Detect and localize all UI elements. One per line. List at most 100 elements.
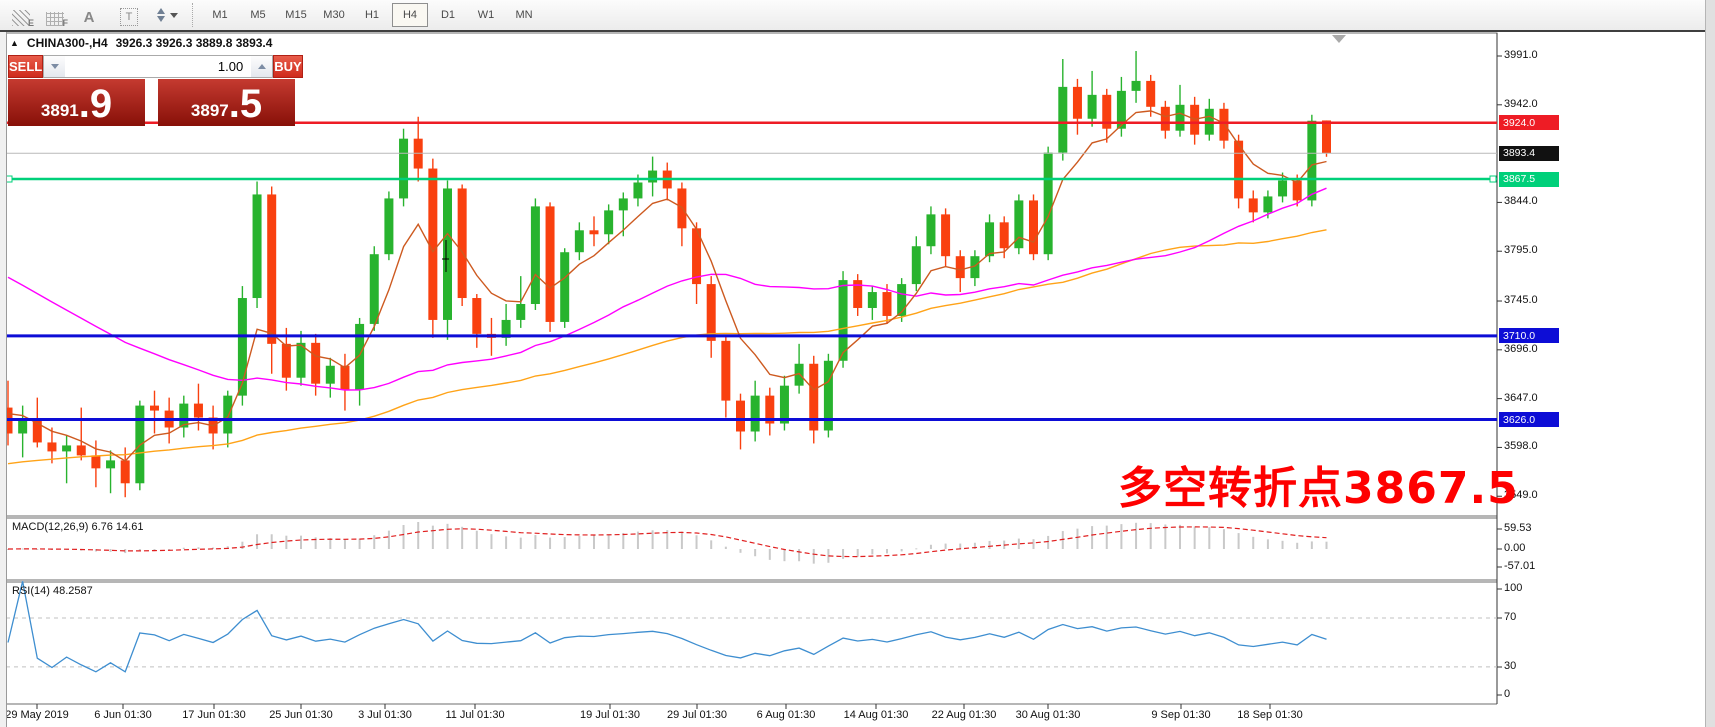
timeframe-button-M1[interactable]: M1 — [212, 9, 228, 21]
indicators-icon[interactable]: E — [8, 4, 34, 28]
symbol-name: CHINA300-,H4 — [26, 36, 108, 50]
candle-body — [926, 214, 936, 247]
dropdown-caret-icon[interactable] — [169, 12, 178, 18]
macd-histogram-bar — [724, 546, 727, 549]
candle-body — [721, 340, 731, 401]
candle-body — [1219, 108, 1229, 141]
candle-body — [369, 254, 379, 324]
timeframe-button-D1[interactable]: D1 — [440, 9, 456, 21]
macd-histogram-bar — [1179, 524, 1181, 549]
volume-increase-button[interactable] — [251, 56, 273, 77]
macd-histogram-bar — [1135, 522, 1138, 549]
candle-body — [985, 222, 995, 257]
candle-body — [1248, 198, 1258, 213]
candle-body — [706, 284, 716, 341]
date-label: 3 Jul 01:30 — [358, 709, 412, 721]
timeframe-button-M15[interactable]: M15 — [285, 9, 307, 21]
macd-histogram-bar — [842, 549, 845, 559]
macd-histogram-bar — [812, 549, 815, 564]
date-label: 29 Jul 01:30 — [667, 709, 727, 721]
candle-body — [62, 445, 72, 452]
price-badge-3626.0: 3626.0 — [1499, 412, 1559, 428]
candle-body — [91, 455, 101, 469]
candle-body — [340, 365, 350, 390]
candle-body — [237, 298, 247, 396]
macd-histogram-bar — [300, 535, 302, 549]
text-box-icon[interactable]: T — [116, 4, 142, 26]
candle-body — [692, 228, 702, 285]
macd-histogram-bar — [256, 534, 259, 549]
moving-average-slow — [7, 229, 1327, 465]
candle-body — [545, 206, 555, 322]
shift-marker-icon[interactable] — [1332, 35, 1346, 43]
sell-price-box[interactable]: 3891.9 — [8, 79, 145, 126]
sort-cycle-icon[interactable] — [154, 4, 180, 26]
buy-button[interactable]: BUY — [273, 55, 303, 78]
timeframe-button-M5[interactable]: M5 — [250, 9, 266, 21]
macd-histogram-bar — [929, 544, 932, 549]
macd-histogram-bar — [475, 530, 478, 549]
candle-body — [999, 222, 1009, 249]
ohlc-values: 3926.3 3926.3 3889.8 3893.4 — [115, 36, 273, 50]
candle-body — [1043, 152, 1053, 255]
timeframe-button-MN[interactable]: MN — [515, 9, 533, 21]
chinese-annotation: 多空转折点3867.5 — [1118, 463, 1519, 514]
macd-axis-label: -57.01 — [1504, 560, 1536, 572]
macd-histogram-bar — [695, 535, 698, 549]
macd-histogram-bar — [856, 549, 859, 557]
date-label: 9 Sep 01:30 — [1151, 709, 1211, 721]
toolbar-separator — [192, 3, 193, 27]
date-label: 19 Jul 01:30 — [580, 709, 640, 721]
candle-body — [18, 420, 28, 434]
candle-body — [750, 395, 760, 432]
collapse-triangle-icon[interactable]: ▲ — [10, 38, 19, 48]
moving-average-medium — [7, 187, 1327, 391]
macd-histogram-bar — [680, 531, 683, 549]
one-click-trade-panel: SELL BUY 3891.9 3897.5 — [8, 55, 303, 126]
candle-body — [1029, 200, 1038, 255]
macd-histogram-bar — [871, 549, 874, 555]
macd-histogram-bar — [1076, 528, 1079, 549]
volume-decrease-button[interactable] — [44, 56, 66, 77]
macd-histogram-bar — [212, 547, 215, 549]
sell-button[interactable]: SELL — [8, 55, 44, 78]
toolbar: E F A T M1 M5 M15 M30 H1 H4 D1 W1 MN — [0, 0, 1715, 32]
candle-body — [1307, 120, 1317, 201]
buy-price-box[interactable]: 3897.5 — [158, 79, 295, 126]
macd-histogram-bar — [505, 536, 508, 549]
grid-icon[interactable]: F — [42, 4, 68, 28]
macd-histogram-bar — [197, 547, 200, 549]
date-label: 17 Jun 01:30 — [182, 709, 246, 721]
macd-histogram-bar — [168, 549, 171, 550]
volume-input[interactable] — [65, 56, 252, 77]
text-label-icon[interactable]: A — [83, 9, 95, 26]
macd-histogram-bar — [490, 534, 493, 549]
date-label: 25 Jun 01:30 — [269, 709, 333, 721]
macd-histogram-bar — [1105, 525, 1108, 549]
macd-histogram-bar — [754, 549, 757, 557]
timeframe-button-H1[interactable]: H1 — [364, 9, 380, 21]
macd-histogram-bar — [959, 543, 962, 549]
timeframe-button-M30[interactable]: M30 — [323, 9, 345, 21]
date-label: 22 Aug 01:30 — [931, 709, 997, 721]
macd-histogram-bar — [138, 549, 141, 551]
macd-histogram-bar — [1266, 539, 1269, 549]
macd-histogram-bar — [7, 549, 9, 550]
macd-histogram-bar — [593, 535, 595, 549]
macd-signal-line — [7, 526, 1327, 558]
timeframe-button-W1[interactable]: W1 — [477, 9, 495, 21]
macd-histogram-bar — [973, 542, 976, 549]
date-label: 18 Sep 01:30 — [1237, 709, 1303, 721]
date-label: 14 Aug 01:30 — [843, 709, 909, 721]
macd-histogram-bar — [534, 535, 537, 549]
macd-histogram-bar — [636, 531, 639, 549]
line-anchor-handle[interactable] — [1489, 175, 1497, 183]
chart-area: ▲ CHINA300-,H4 3926.3 3926.3 3889.8 3893… — [0, 32, 1715, 727]
timeframe-button-H4[interactable]: H4 — [392, 3, 428, 27]
pane-border — [5, 517, 1498, 581]
candle-body — [516, 304, 526, 320]
macd-histogram-bar — [886, 549, 888, 554]
candle-body — [1263, 196, 1273, 213]
macd-histogram-bar — [519, 537, 522, 549]
